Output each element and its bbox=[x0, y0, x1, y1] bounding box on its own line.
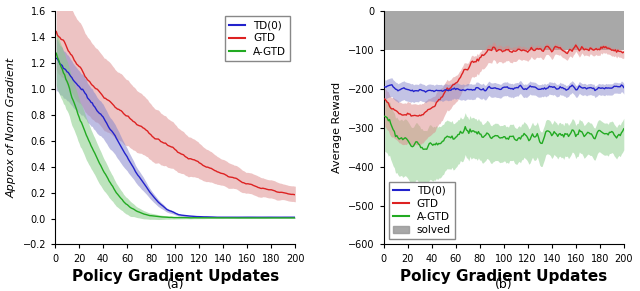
Y-axis label: Average Reward: Average Reward bbox=[332, 82, 342, 173]
X-axis label: Policy Gradient Updates: Policy Gradient Updates bbox=[72, 269, 279, 284]
Legend: TD(0), GTD, A-GTD, solved: TD(0), GTD, A-GTD, solved bbox=[388, 182, 455, 239]
Legend: TD(0), GTD, A-GTD: TD(0), GTD, A-GTD bbox=[225, 16, 290, 61]
Y-axis label: Approx of Norm Gradient: Approx of Norm Gradient bbox=[7, 58, 17, 198]
X-axis label: Policy Gradient Updates: Policy Gradient Updates bbox=[400, 269, 607, 284]
Text: (b): (b) bbox=[495, 278, 513, 291]
Text: (a): (a) bbox=[166, 278, 184, 291]
